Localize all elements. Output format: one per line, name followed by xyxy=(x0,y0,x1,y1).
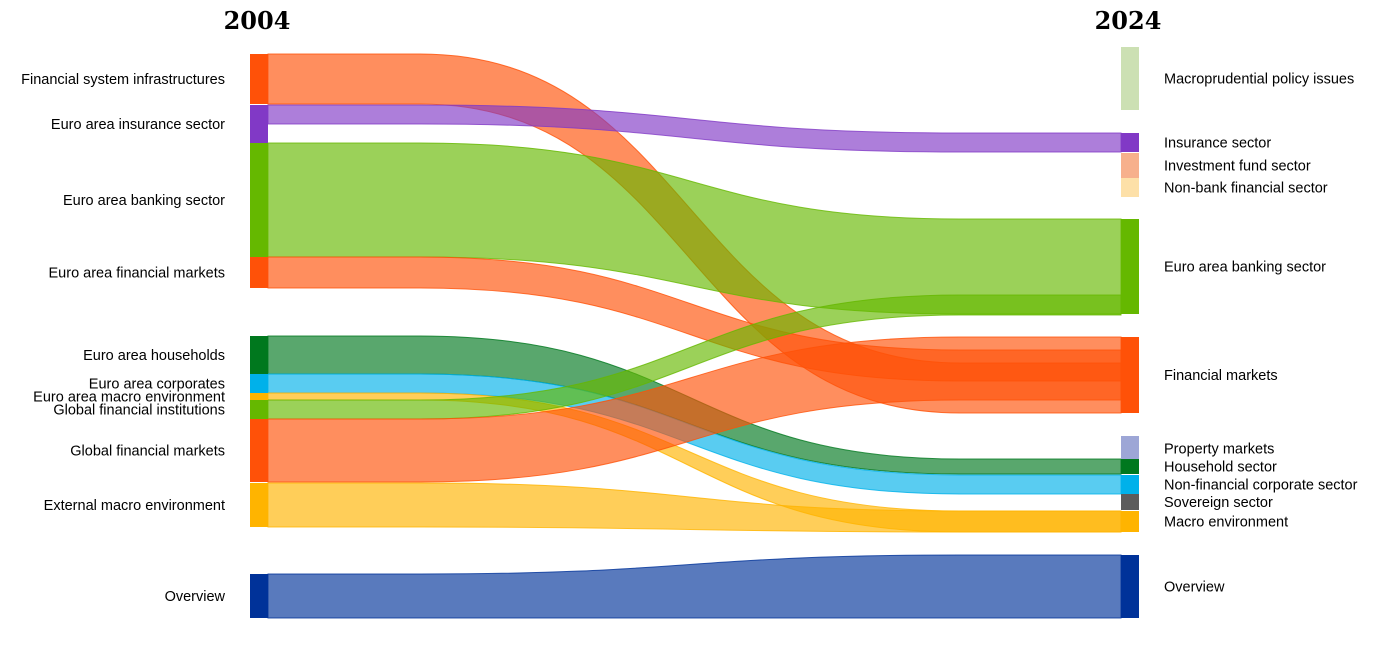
right-label-hh: Household sector xyxy=(1164,460,1277,476)
left-node-gfi xyxy=(250,400,268,419)
left-label-ins: Euro area insurance sector xyxy=(51,117,225,133)
right-node-sov xyxy=(1121,494,1139,510)
right-year-header: 2024 xyxy=(1095,6,1162,35)
right-node-nbfs xyxy=(1121,178,1139,197)
right-node-inv xyxy=(1121,153,1139,178)
flow-gfi-to-bank xyxy=(267,294,1122,420)
right-label-bank: Euro area banking sector xyxy=(1164,260,1326,276)
right-label-ins: Insurance sector xyxy=(1164,136,1271,152)
right-node-ins xyxy=(1121,133,1139,152)
left-label-hh: Euro area households xyxy=(83,348,225,364)
left-label-fsi: Financial system infrastructures xyxy=(21,72,225,88)
right-label-sov: Sovereign sector xyxy=(1164,495,1273,511)
right-label-mac: Macro environment xyxy=(1164,515,1288,531)
right-node-bank xyxy=(1121,219,1139,314)
right-node-mac xyxy=(1121,511,1139,532)
left-node-corp xyxy=(250,374,268,393)
left-label-macro: Euro area macro environment xyxy=(33,390,225,406)
label-layer: Financial system infrastructures Euro are… xyxy=(21,72,1357,606)
right-node-nfc xyxy=(1121,475,1139,494)
right-label-fm: Financial markets xyxy=(1164,368,1278,384)
left-label-corp: Euro area corporates xyxy=(89,377,225,393)
right-node-mpi xyxy=(1121,47,1139,110)
left-node-ext xyxy=(250,483,268,527)
left-node-ov xyxy=(250,574,268,618)
left-node-ins xyxy=(250,105,268,143)
left-label-gfi: Global financial institutions xyxy=(53,403,225,419)
flow-ov-to-ov xyxy=(267,554,1122,619)
right-label-ov: Overview xyxy=(1164,580,1225,596)
left-node-bank xyxy=(250,143,268,257)
left-label-fm: Euro area financial markets xyxy=(49,266,226,282)
left-node-hh xyxy=(250,336,268,374)
right-node-prop xyxy=(1121,436,1139,461)
right-label-nfc: Non-financial corporate sector xyxy=(1164,478,1358,494)
right-node-ov xyxy=(1121,555,1139,618)
flow-layer xyxy=(267,53,1122,619)
node-layer xyxy=(250,47,1139,618)
right-label-inv: Investment fund sector xyxy=(1164,159,1311,175)
left-label-gfm: Global financial markets xyxy=(70,444,225,460)
left-node-fsi xyxy=(250,54,268,104)
left-node-macro xyxy=(250,393,268,400)
left-label-ext: External macro environment xyxy=(44,498,225,514)
right-label-nbfs: Non-bank financial sector xyxy=(1164,181,1328,197)
right-node-hh xyxy=(1121,459,1139,474)
right-node-fm xyxy=(1121,337,1139,413)
left-label-ov: Overview xyxy=(165,589,226,605)
left-year-header: 2004 xyxy=(224,6,291,35)
left-node-fm xyxy=(250,257,268,288)
left-label-bank: Euro area banking sector xyxy=(63,193,225,209)
right-label-mpi: Macroprudential policy issues xyxy=(1164,72,1354,88)
left-node-gfm xyxy=(250,419,268,482)
right-label-prop: Property markets xyxy=(1164,442,1274,458)
